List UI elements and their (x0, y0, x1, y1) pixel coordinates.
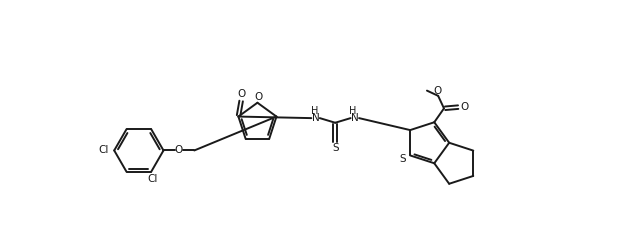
Text: O: O (255, 92, 263, 102)
Text: H: H (311, 106, 318, 116)
Text: N: N (312, 113, 320, 123)
Text: O: O (460, 102, 469, 112)
Text: Cl: Cl (98, 145, 109, 156)
Text: N: N (350, 113, 358, 123)
Text: H: H (349, 106, 357, 116)
Text: Cl: Cl (148, 174, 158, 184)
Text: S: S (399, 154, 405, 163)
Text: O: O (433, 86, 441, 96)
Text: O: O (237, 90, 245, 100)
Text: S: S (332, 143, 339, 153)
Text: O: O (175, 145, 183, 156)
